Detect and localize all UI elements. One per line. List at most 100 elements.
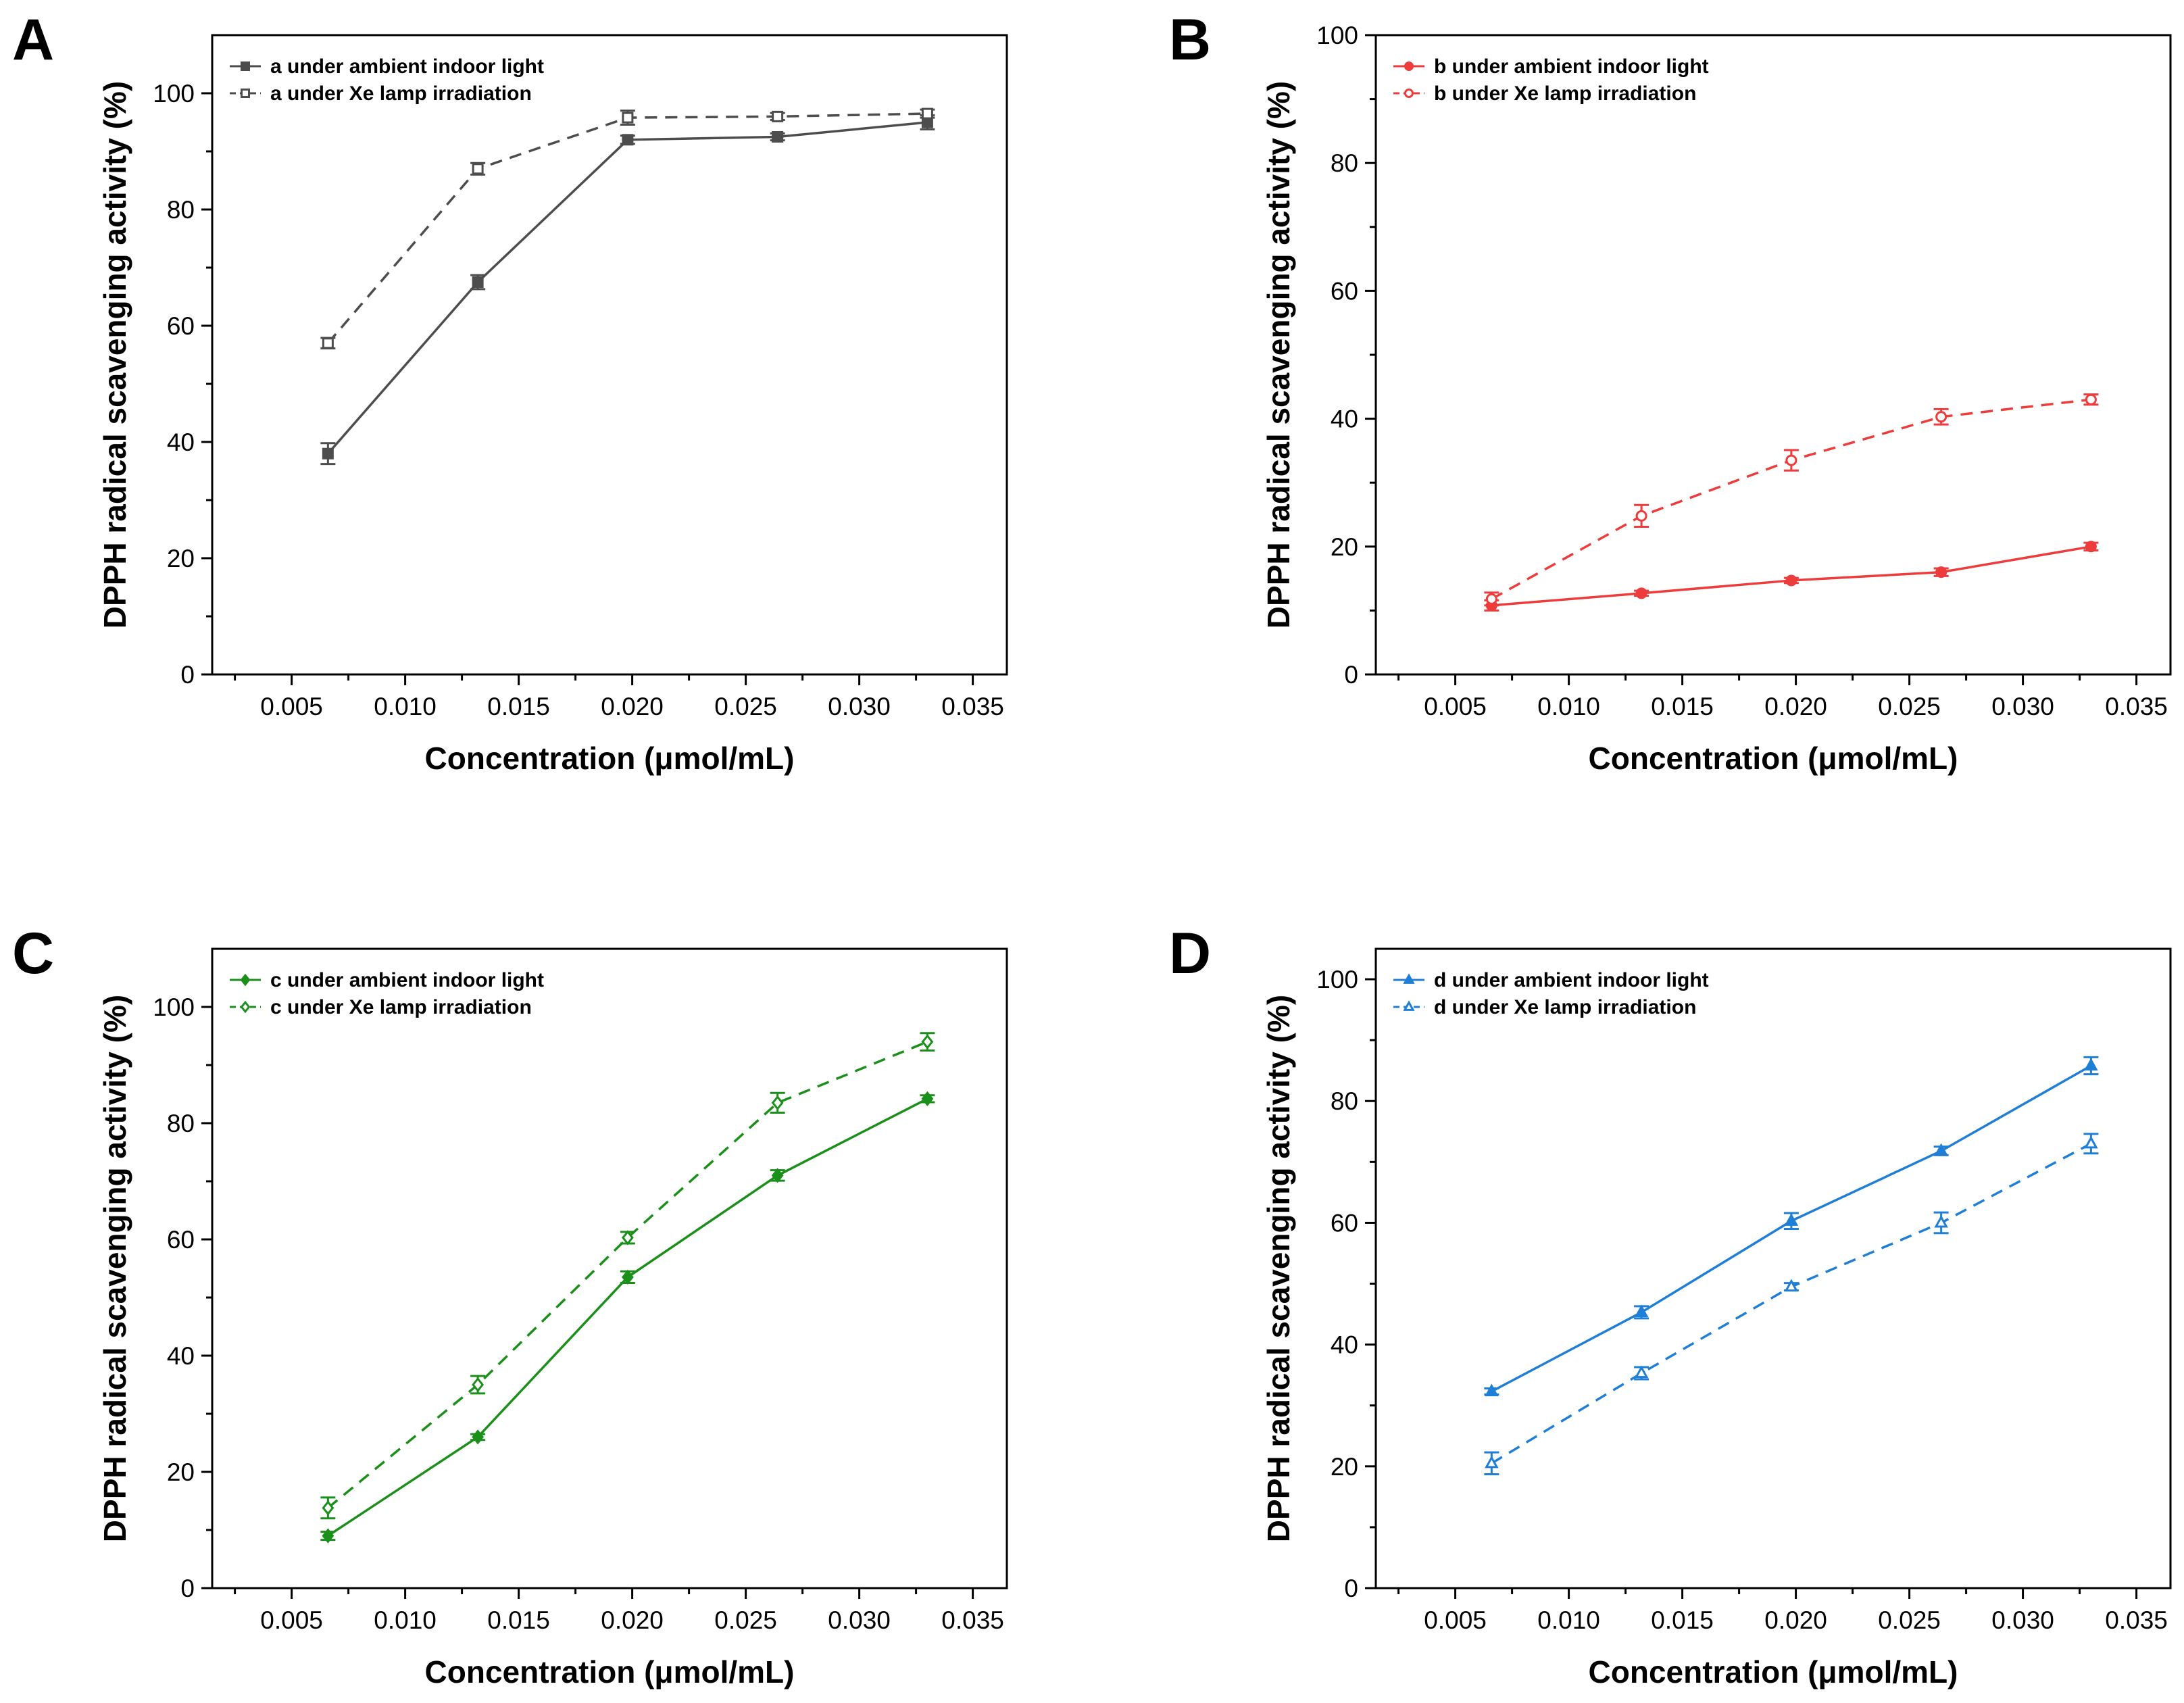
x-tick-label: 0.025: [1878, 693, 1941, 720]
data-point: [472, 1429, 485, 1445]
x-tick-label: 0.030: [828, 693, 891, 720]
y-tick-label: 80: [1331, 1087, 1358, 1115]
x-axis-label: Concentration (μmol/mL): [1589, 1654, 1958, 1689]
legend: a under ambient indoor light a under Xe l…: [230, 55, 544, 105]
y-tick-label: 0: [180, 1575, 195, 1602]
x-tick-label: 0.020: [1764, 1606, 1827, 1634]
legend-label: b under Xe lamp irradiation: [1434, 82, 1696, 105]
x-axis-label: Concentration (μmol/mL): [1589, 741, 1958, 776]
data-point: [322, 1528, 334, 1544]
legend-label: d under ambient indoor light: [1434, 969, 1709, 991]
data-point: [1785, 574, 1797, 587]
data-point: [2084, 1058, 2098, 1071]
data-point: [1635, 587, 1647, 599]
x-axis-label: Concentration (μmol/mL): [425, 741, 795, 776]
data-point: [1485, 593, 1497, 605]
y-tick-label: 60: [1331, 277, 1358, 305]
x-tick-label: 0.015: [1651, 693, 1714, 720]
data-point: [1934, 1143, 1948, 1156]
y-tick-label: 60: [167, 312, 195, 340]
legend-label: c under ambient indoor light: [270, 969, 544, 991]
data-point: [1635, 510, 1647, 522]
x-tick-label: 0.010: [374, 693, 437, 720]
data-point: [622, 134, 634, 146]
data-point: [1634, 1365, 1649, 1379]
y-axis-label: DPPH radical scavenging activity (%): [1261, 81, 1296, 628]
plot-frame: [1374, 34, 2172, 676]
x-tick-label: 0.005: [260, 693, 323, 720]
x-tick-label: 0.025: [714, 693, 777, 720]
data-point: [1485, 1455, 1499, 1468]
x-tick-label: 0.035: [2105, 693, 2168, 720]
chart-panel-c: C 0.005 0.010 0.015 0.020 0.025 0.030 0.035 0 20 4…: [12, 921, 1008, 1689]
y-axis-label: DPPH radical scavenging activity (%): [97, 995, 132, 1542]
x-tick-label: 0.030: [1991, 1606, 2054, 1634]
y-tick-label: 60: [1331, 1209, 1358, 1237]
data-point: [921, 1091, 934, 1107]
legend-marker: [1404, 61, 1414, 71]
x-tick-label: 0.025: [1878, 1606, 1941, 1634]
legend-marker: [1403, 1000, 1415, 1011]
y-tick-label: 100: [153, 80, 195, 107]
data-point: [772, 110, 784, 122]
data-point: [621, 1269, 634, 1285]
chart-panel-b: B 0.005 0.010 0.015 0.020 0.025 0.030 0.035 0 20 4…: [1169, 7, 2172, 776]
x-tick-label: 0.005: [1424, 1606, 1487, 1634]
chart-panel-a: A 0.005 0.010 0.015 0.020 0.025 0.030 0.035 0 20 4…: [12, 7, 1008, 776]
data-point: [1485, 1383, 1499, 1397]
y-tick-label: 80: [167, 1110, 195, 1137]
data-point: [1634, 1304, 1649, 1317]
y-tick-label: 40: [167, 1342, 195, 1370]
panel-letter: A: [12, 7, 54, 72]
y-tick-label: 100: [1316, 966, 1358, 993]
x-tick-label: 0.015: [1651, 1606, 1714, 1634]
series-xe-lamp: [320, 1032, 935, 1520]
y-tick-label: 100: [1316, 22, 1358, 49]
panel-letter: B: [1169, 7, 1211, 72]
y-axis-label: DPPH radical scavenging activity (%): [97, 81, 132, 628]
y-tick-label: 20: [167, 545, 195, 572]
series-xe-lamp: [320, 107, 935, 350]
data-point: [1935, 566, 1947, 578]
data-point: [472, 163, 484, 175]
data-point: [772, 131, 784, 143]
series-line: [327, 1097, 928, 1537]
y-tick-label: 80: [1331, 149, 1358, 177]
series-line: [1491, 1142, 2092, 1464]
data-point: [921, 1034, 934, 1050]
x-tick-label: 0.010: [1537, 1606, 1600, 1634]
series-xe-lamp: [1484, 1133, 2099, 1476]
legend-marker: [240, 973, 251, 987]
legend-marker: [241, 89, 250, 98]
y-tick-label: 40: [167, 428, 195, 456]
x-axis-label: Concentration (μmol/mL): [425, 1654, 795, 1689]
data-point: [622, 112, 634, 124]
legend: c under ambient indoor light c under Xe l…: [230, 969, 544, 1018]
x-tick-label: 0.035: [941, 1606, 1004, 1634]
legend-marker: [1403, 973, 1415, 984]
data-point: [472, 1377, 485, 1393]
legend-label: a under Xe lamp irradiation: [270, 82, 532, 105]
data-point: [1934, 1214, 1948, 1228]
legend-label: b under ambient indoor light: [1434, 55, 1709, 78]
series-line: [327, 1040, 928, 1509]
x-tick-label: 0.025: [714, 1606, 777, 1634]
series-xe-lamp: [1484, 393, 2099, 607]
x-tick-label: 0.030: [828, 1606, 891, 1634]
data-point: [472, 276, 484, 288]
data-point: [1935, 411, 1947, 423]
x-tick-label: 0.010: [1537, 693, 1600, 720]
y-tick-label: 0: [180, 661, 195, 689]
x-tick-label: 0.020: [1764, 693, 1827, 720]
x-tick-label: 0.035: [2105, 1606, 2168, 1634]
data-point: [1785, 454, 1797, 466]
plot-frame: [1374, 947, 2172, 1589]
panel-letter: C: [12, 921, 54, 986]
data-point: [322, 447, 334, 460]
legend: d under ambient indoor light d under Xe l…: [1393, 969, 1709, 1018]
data-point: [621, 1230, 634, 1245]
y-tick-label: 20: [1331, 533, 1358, 561]
legend-label: d under Xe lamp irradiation: [1434, 996, 1696, 1018]
y-axis-label: DPPH radical scavenging activity (%): [1261, 995, 1296, 1542]
x-tick-label: 0.030: [1991, 693, 2054, 720]
